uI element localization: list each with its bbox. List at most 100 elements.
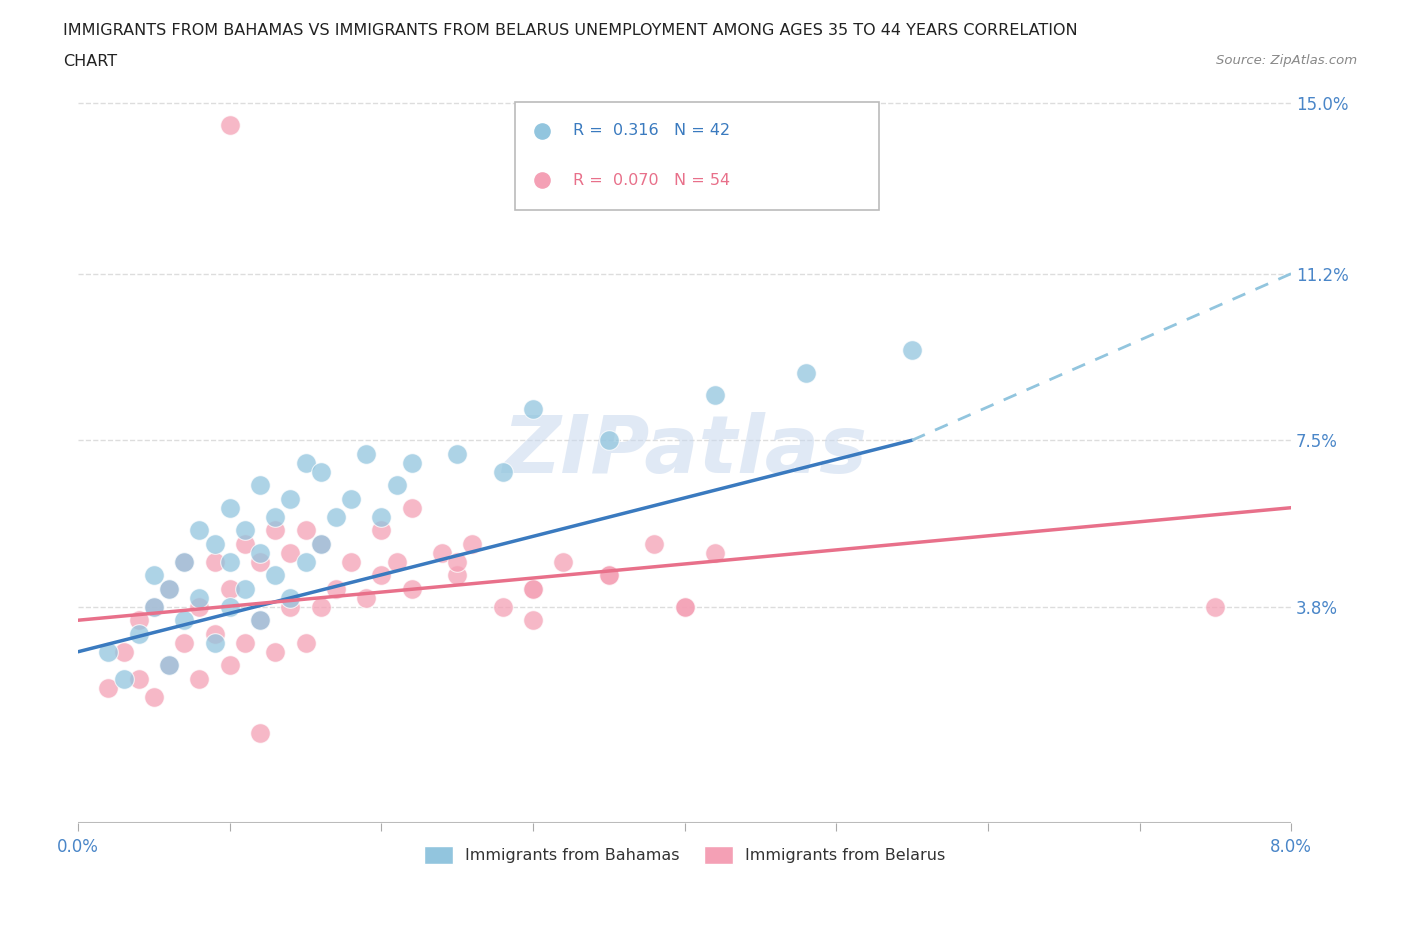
Point bbox=[901, 343, 924, 358]
Point bbox=[97, 644, 120, 659]
Point bbox=[461, 537, 484, 551]
Point bbox=[446, 446, 468, 461]
Point bbox=[280, 545, 302, 560]
Point bbox=[112, 671, 135, 686]
Point bbox=[173, 613, 195, 628]
Point bbox=[249, 613, 271, 628]
Point bbox=[430, 545, 453, 560]
Point bbox=[142, 689, 165, 704]
Point bbox=[385, 554, 408, 569]
Point bbox=[340, 554, 363, 569]
Text: R =  0.316   N = 42: R = 0.316 N = 42 bbox=[574, 123, 730, 138]
Point bbox=[249, 545, 271, 560]
Point bbox=[370, 568, 392, 583]
Point bbox=[173, 554, 195, 569]
Point bbox=[233, 581, 256, 596]
Point bbox=[704, 388, 727, 403]
Point bbox=[522, 613, 544, 628]
Point bbox=[794, 365, 817, 380]
Point bbox=[188, 671, 211, 686]
Point bbox=[401, 456, 423, 471]
Point bbox=[325, 510, 347, 525]
Point bbox=[249, 613, 271, 628]
Point bbox=[492, 464, 515, 479]
Point bbox=[401, 500, 423, 515]
Point bbox=[264, 523, 287, 538]
Point bbox=[401, 581, 423, 596]
Point bbox=[294, 523, 316, 538]
Point bbox=[370, 510, 392, 525]
Text: ZIPatlas: ZIPatlas bbox=[502, 412, 868, 490]
Point bbox=[598, 568, 620, 583]
Point bbox=[309, 537, 332, 551]
Point bbox=[309, 537, 332, 551]
Point bbox=[233, 537, 256, 551]
Point bbox=[204, 635, 226, 650]
Point bbox=[233, 523, 256, 538]
Point bbox=[204, 537, 226, 551]
Text: Source: ZipAtlas.com: Source: ZipAtlas.com bbox=[1216, 54, 1357, 67]
Point bbox=[97, 681, 120, 696]
Point bbox=[280, 591, 302, 605]
Point bbox=[522, 401, 544, 416]
Point bbox=[249, 554, 271, 569]
Point bbox=[354, 591, 377, 605]
Point bbox=[188, 599, 211, 614]
Point bbox=[188, 523, 211, 538]
Point bbox=[673, 599, 696, 614]
Point bbox=[142, 599, 165, 614]
Point bbox=[446, 554, 468, 569]
Point bbox=[294, 635, 316, 650]
Point bbox=[370, 523, 392, 538]
Point bbox=[309, 464, 332, 479]
Point bbox=[522, 581, 544, 596]
Point bbox=[280, 491, 302, 506]
Point bbox=[218, 599, 240, 614]
Point bbox=[264, 568, 287, 583]
Text: R =  0.070   N = 54: R = 0.070 N = 54 bbox=[574, 173, 730, 188]
Point bbox=[1204, 599, 1226, 614]
Point bbox=[553, 554, 575, 569]
Point bbox=[643, 537, 665, 551]
Point bbox=[264, 510, 287, 525]
Point bbox=[218, 581, 240, 596]
Point bbox=[704, 545, 727, 560]
Point bbox=[492, 599, 515, 614]
Point bbox=[157, 658, 180, 672]
Point bbox=[385, 478, 408, 493]
Point bbox=[309, 599, 332, 614]
Point bbox=[446, 568, 468, 583]
Point bbox=[218, 118, 240, 133]
Point bbox=[188, 591, 211, 605]
Point bbox=[157, 581, 180, 596]
Point bbox=[354, 446, 377, 461]
Point bbox=[249, 478, 271, 493]
Point bbox=[142, 599, 165, 614]
Point bbox=[673, 599, 696, 614]
Point bbox=[218, 500, 240, 515]
Point bbox=[340, 491, 363, 506]
Point bbox=[112, 644, 135, 659]
Text: CHART: CHART bbox=[63, 54, 117, 69]
Point bbox=[128, 671, 150, 686]
Text: IMMIGRANTS FROM BAHAMAS VS IMMIGRANTS FROM BELARUS UNEMPLOYMENT AMONG AGES 35 TO: IMMIGRANTS FROM BAHAMAS VS IMMIGRANTS FR… bbox=[63, 23, 1078, 38]
Legend: Immigrants from Bahamas, Immigrants from Belarus: Immigrants from Bahamas, Immigrants from… bbox=[418, 839, 952, 870]
Point bbox=[218, 658, 240, 672]
Point bbox=[325, 581, 347, 596]
Point bbox=[173, 554, 195, 569]
Point bbox=[204, 554, 226, 569]
Point bbox=[598, 568, 620, 583]
Point bbox=[249, 725, 271, 740]
Point bbox=[128, 626, 150, 641]
Point bbox=[142, 568, 165, 583]
Point bbox=[294, 554, 316, 569]
Point bbox=[128, 613, 150, 628]
FancyBboxPatch shape bbox=[515, 102, 879, 210]
Point bbox=[218, 554, 240, 569]
Point bbox=[598, 432, 620, 447]
Point bbox=[294, 456, 316, 471]
Point bbox=[233, 635, 256, 650]
Point bbox=[204, 626, 226, 641]
Point bbox=[264, 644, 287, 659]
Point bbox=[157, 581, 180, 596]
